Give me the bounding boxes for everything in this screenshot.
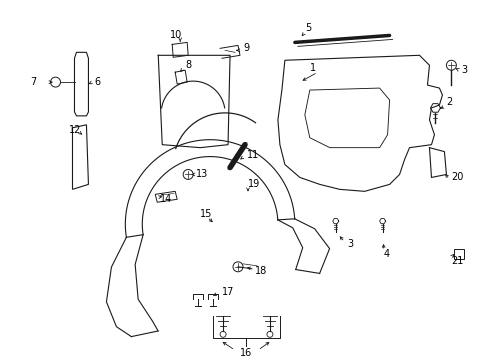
Text: 1: 1 (309, 63, 315, 73)
Text: 19: 19 (247, 179, 260, 189)
Text: 7: 7 (31, 77, 37, 87)
Text: 16: 16 (240, 348, 252, 358)
Text: 11: 11 (246, 150, 259, 159)
Text: 13: 13 (196, 170, 208, 180)
Text: 21: 21 (450, 256, 463, 266)
Text: 3: 3 (461, 65, 467, 75)
Text: 17: 17 (222, 287, 234, 297)
Text: 20: 20 (450, 172, 463, 183)
Text: 5: 5 (304, 23, 310, 33)
Text: 18: 18 (254, 266, 266, 276)
Text: 8: 8 (185, 60, 191, 70)
Text: 9: 9 (243, 43, 248, 53)
Text: 12: 12 (68, 125, 81, 135)
Text: 10: 10 (170, 31, 182, 40)
Text: 15: 15 (200, 209, 212, 219)
Text: 6: 6 (94, 77, 101, 87)
Text: 4: 4 (383, 249, 389, 259)
Text: 14: 14 (160, 194, 172, 204)
Text: 3: 3 (347, 239, 353, 249)
Text: 2: 2 (446, 97, 452, 107)
